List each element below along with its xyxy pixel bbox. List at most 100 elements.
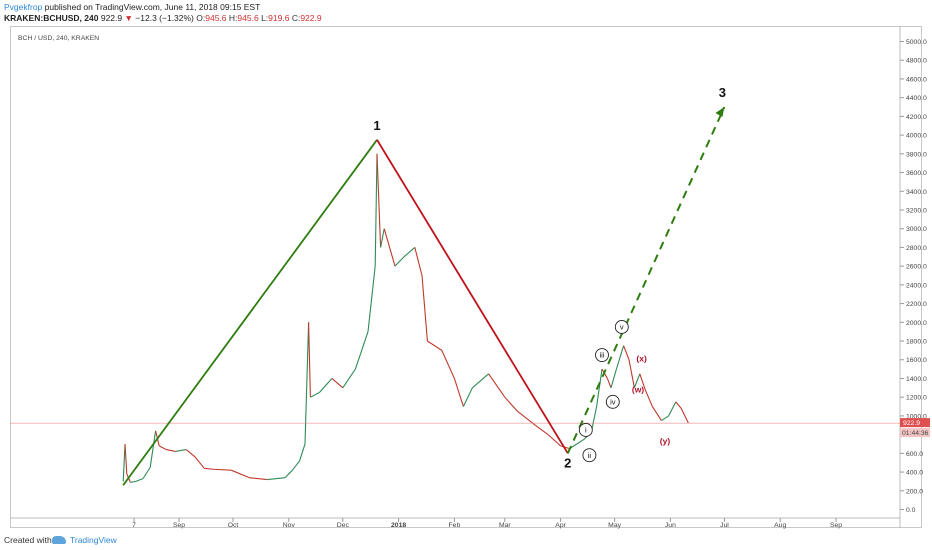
x-tick-label: Sep	[830, 522, 842, 529]
y-tick-label: 1000.0	[906, 413, 927, 420]
price-segment	[628, 359, 635, 388]
price-segment	[394, 256, 405, 267]
price-segment	[596, 369, 603, 407]
x-tick-label: Oct	[228, 522, 239, 529]
price-segment	[175, 449, 187, 453]
price-segment	[380, 228, 385, 248]
tradingview-link[interactable]: TradingView	[70, 535, 117, 545]
price-segment	[576, 438, 585, 445]
price-segment	[299, 443, 306, 461]
corrective-wave-label: (y)	[660, 436, 671, 446]
y-tick-label: 2800.0	[906, 245, 927, 252]
price-segment	[124, 443, 128, 474]
y-tick-label: 1800.0	[906, 339, 927, 346]
price-segment	[267, 477, 286, 481]
y-tick-label: 4800.0	[906, 58, 927, 65]
price-segment	[633, 373, 641, 389]
corrective-wave-label: (w)	[632, 385, 644, 395]
y-tick-label: 600.0	[906, 451, 923, 458]
y-tick-label: 2400.0	[906, 282, 927, 289]
price-segment	[304, 322, 310, 444]
wave-3-projection	[566, 106, 726, 454]
y-tick-label: 400.0	[906, 470, 923, 477]
x-tick-label: Jul	[720, 522, 729, 529]
y-tick-label: 5000.0	[906, 39, 927, 46]
publish-info: Pvgekfrop published on TradingView.com, …	[4, 2, 260, 12]
sub-wave-circle	[605, 394, 620, 409]
sub-wave-circle	[614, 320, 629, 334]
y-tick-label: 1600.0	[906, 357, 927, 364]
footer: Created with TradingView	[0, 532, 932, 550]
y-tick-label: 1400.0	[906, 376, 927, 383]
published-text: published on TradingView.com, June 11, 2…	[44, 2, 261, 12]
sub-wave-label: iii	[600, 351, 605, 360]
price-segment	[331, 378, 344, 389]
price-segment	[504, 396, 518, 412]
last-price-tag	[900, 418, 930, 428]
y-tick-label: 0.0	[906, 507, 916, 514]
y-tick-label: 3400.0	[906, 189, 927, 196]
low-label: L:	[261, 13, 269, 23]
chart-title: BCH / USD, 240, KRAKEN	[18, 35, 99, 42]
x-tick-label: Dec	[337, 522, 350, 529]
y-tick-label: 4200.0	[906, 114, 927, 121]
author-link[interactable]: Pvgekfrop	[4, 2, 43, 12]
price-segment	[639, 373, 646, 390]
wave-1-line	[122, 139, 378, 486]
sub-wave-circle	[595, 348, 609, 363]
down-arrow-icon: ▼	[124, 13, 133, 23]
price-segment	[680, 408, 689, 424]
price-segment	[291, 460, 301, 471]
last-price-label: 922.9	[903, 420, 920, 427]
price-segment	[462, 387, 473, 407]
price-segment	[149, 430, 157, 468]
price-segment	[623, 345, 630, 360]
price-segment	[354, 331, 369, 370]
x-tick-label: May	[608, 522, 621, 529]
change-value: −12.3 (−1.32%)	[135, 13, 194, 23]
sub-wave-label: iv	[610, 397, 616, 406]
price-segment	[644, 389, 653, 407]
price-segment	[213, 468, 232, 471]
last-price: 922.9	[100, 13, 123, 23]
price-segment	[308, 322, 311, 398]
price-segment	[249, 477, 268, 481]
price-segment	[383, 228, 396, 267]
price-segment	[606, 378, 612, 389]
high-value: 945.6	[237, 13, 259, 23]
price-segment	[610, 368, 617, 388]
countdown-tag	[900, 428, 930, 438]
price-segment	[651, 406, 662, 421]
symbol-name: KRAKEN:BCHUSD, 240	[4, 13, 99, 23]
y-tick-label: 3000.0	[906, 226, 927, 233]
created-with-text: Created with	[4, 535, 52, 545]
price-segment	[661, 415, 669, 422]
projection-arrow-icon	[715, 107, 725, 118]
price-segment	[675, 401, 682, 409]
price-segment	[342, 368, 356, 389]
x-tick-label: Aug	[774, 522, 786, 529]
close-value: 922.9	[300, 13, 322, 23]
y-tick-label: 4000.0	[906, 133, 927, 140]
x-tick-label: Sep	[173, 522, 185, 529]
x-tick-label: 7	[132, 522, 136, 529]
chart-frame	[10, 26, 922, 528]
y-tick-label: 2200.0	[906, 301, 927, 308]
y-tick-label: 200.0	[906, 488, 923, 495]
y-tick-label: 4400.0	[906, 95, 927, 102]
high-label: H:	[228, 13, 238, 23]
price-segment	[284, 469, 293, 479]
open-value: 945.6	[205, 13, 227, 23]
price-segment	[194, 456, 205, 469]
sub-wave-circle	[578, 422, 593, 437]
price-segment	[414, 247, 423, 276]
tradingview-logo-icon	[52, 536, 66, 544]
price-segment	[367, 266, 376, 332]
price-segment	[547, 434, 561, 447]
y-tick-label: 4600.0	[906, 76, 927, 83]
price-segment	[166, 449, 176, 453]
sub-wave-label: v	[620, 323, 624, 332]
y-tick-label: 3200.0	[906, 207, 927, 214]
price-segment	[453, 378, 464, 407]
